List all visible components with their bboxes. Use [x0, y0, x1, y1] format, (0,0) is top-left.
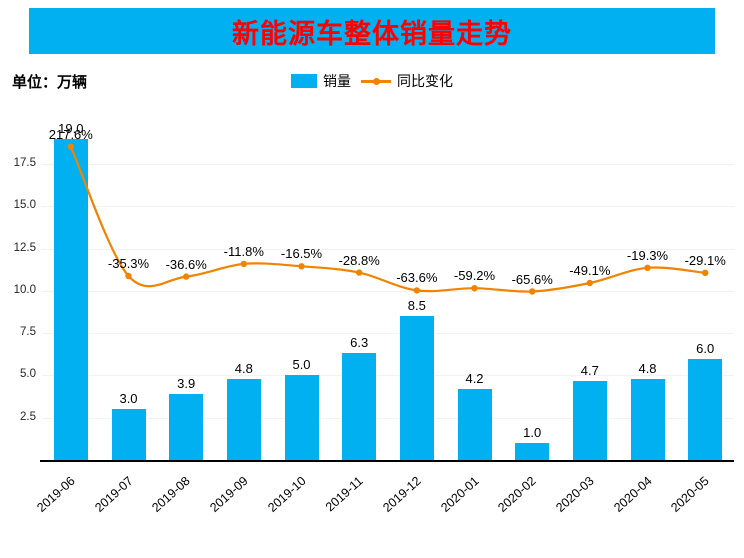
bar — [630, 378, 665, 460]
bar-value-label: 8.5 — [407, 298, 426, 314]
bar — [457, 388, 492, 460]
line-point — [644, 264, 651, 271]
y-tick-label: 12.5 — [13, 241, 36, 254]
unit-label: 单位：万辆 — [12, 74, 88, 91]
legend-label-sales: 销量 — [323, 73, 351, 89]
bar — [688, 358, 723, 460]
gridline — [42, 333, 734, 335]
x-tick-label: 2019-10 — [264, 473, 309, 515]
y-tick-label: 5.0 — [20, 368, 36, 381]
gridline — [42, 206, 734, 208]
pct-label: -28.8% — [338, 252, 380, 268]
y-tick-label: 7.5 — [20, 326, 36, 339]
pct-label: -59.2% — [453, 268, 496, 284]
line-point — [240, 260, 247, 268]
bar-value-label: 3.0 — [119, 391, 138, 407]
pct-label: -49.1% — [569, 263, 611, 278]
x-tick-label: 2020-02 — [495, 473, 539, 515]
x-tick-label: 2019-07 — [91, 473, 136, 515]
bar — [226, 378, 261, 460]
y-tick-label: 10.0 — [13, 283, 36, 296]
bar — [515, 443, 550, 460]
bar-value-label: 6.3 — [350, 335, 369, 351]
bar — [399, 316, 434, 460]
bar-value-label: 4.7 — [580, 362, 599, 378]
title-bar: 新能源车整体销量走势 — [29, 8, 715, 54]
pct-label: -11.8% — [223, 243, 264, 259]
line-point — [183, 273, 190, 280]
x-tick-label: 2020-03 — [553, 473, 597, 515]
pct-label: -65.6% — [511, 271, 553, 287]
bar — [111, 409, 146, 460]
y-tick-label: 17.5 — [13, 156, 36, 169]
line-point — [586, 279, 593, 287]
chart-title: 新能源车整体销量走势 — [232, 18, 512, 49]
legend-item-yoy: 同比变化 — [361, 71, 453, 91]
bar-value-label: 1.0 — [523, 425, 542, 441]
bar — [342, 353, 377, 460]
y-tick-label: 2.5 — [20, 410, 36, 423]
pct-label: 217.6% — [48, 126, 93, 142]
x-tick-label: 2020-05 — [668, 473, 712, 515]
bar-value-label: 4.8 — [234, 360, 253, 376]
bar — [53, 138, 88, 460]
bar-value-label: 4.8 — [638, 360, 657, 376]
x-tick-label: 2019-12 — [380, 473, 424, 515]
pct-label: -36.6% — [165, 256, 207, 272]
y-tick-label: 15.0 — [13, 199, 36, 212]
gridline — [42, 290, 734, 292]
line-point — [356, 269, 363, 276]
pct-label: -16.5% — [280, 246, 323, 262]
pct-label: -35.3% — [107, 256, 150, 271]
x-tick-label: 2019-09 — [207, 473, 251, 515]
x-tick-label: 2019-06 — [34, 473, 78, 515]
pct-label: -63.6% — [396, 270, 438, 286]
x-tick-label: 2020-04 — [610, 473, 655, 515]
x-tick-label: 2019-11 — [323, 473, 366, 515]
bar — [572, 380, 607, 460]
legend-label-yoy: 同比变化 — [397, 73, 453, 89]
legend-item-sales: 销量 — [291, 71, 351, 91]
line-point — [125, 272, 132, 280]
bar — [284, 375, 319, 460]
line-point — [702, 269, 709, 276]
bar-value-label: 19.0 — [58, 120, 84, 136]
bar-value-label: 3.9 — [177, 376, 196, 391]
line-point — [298, 263, 305, 270]
x-tick-label: 2020-01 — [437, 473, 482, 515]
x-tick-label: 2019-08 — [149, 473, 193, 515]
bar-value-label: 6.0 — [696, 340, 715, 356]
gridline — [42, 417, 734, 419]
chart-area: 2.5 5.0 7.5 10.0 12.5 15.0 17.5 19.0 3.0 3.9 4.8 5.… — [0, 105, 744, 558]
x-axis-line — [40, 460, 734, 462]
subheader: 单位：万辆 销量 同比变化 — [0, 68, 744, 96]
line-series-swatch-icon — [361, 77, 391, 85]
pct-label: -29.1% — [684, 252, 726, 268]
bar-value-label: 5.0 — [292, 357, 311, 373]
bar — [169, 394, 204, 460]
gridline — [42, 375, 734, 377]
bar-series-swatch-icon — [291, 74, 317, 88]
line-marker-icon — [373, 77, 380, 85]
legend: 销量 同比变化 — [0, 71, 744, 91]
gridline — [42, 163, 734, 165]
bar-value-label: 4.2 — [465, 370, 484, 386]
pct-label: -19.3% — [626, 247, 669, 263]
